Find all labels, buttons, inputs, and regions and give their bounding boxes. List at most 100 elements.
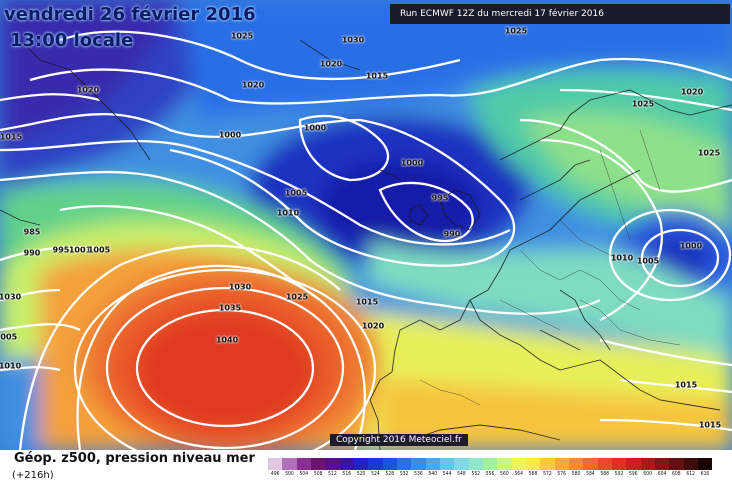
scale-swatch	[697, 458, 713, 470]
isobar-label: 1000	[218, 130, 242, 140]
scale-label: 560	[500, 471, 509, 477]
scale-label: 520	[356, 471, 366, 477]
scale-swatch	[626, 458, 641, 470]
scale-swatch	[339, 458, 354, 470]
isobar-label: 1020	[680, 87, 704, 97]
weather-map: vendredi 26 février 2016 13:00 locale Ru…	[0, 0, 732, 450]
isobar-label: 1030	[0, 292, 22, 302]
isobar-label: 1015	[698, 420, 722, 430]
scale-swatch	[554, 458, 569, 470]
scale-label: 580	[571, 471, 581, 477]
scale-swatch	[268, 458, 283, 470]
scale-label: 540	[428, 471, 438, 477]
scale-label: 504	[299, 471, 309, 477]
scale-swatch	[396, 458, 412, 470]
scale-swatch	[325, 458, 340, 470]
scale-label: 532	[399, 471, 409, 477]
run-info: Run ECMWF 12Z du mercredi 17 février 201…	[390, 4, 730, 24]
scale-swatch	[597, 458, 612, 470]
scale-label: 596	[629, 471, 638, 477]
scale-label: 568	[528, 471, 538, 477]
isobar-label: 1025	[697, 148, 721, 158]
scale-label: 500	[285, 471, 294, 477]
isobar-label: 990	[23, 248, 41, 258]
scale-label: 548	[457, 471, 466, 477]
isobar-label: 1035	[218, 303, 242, 313]
color-scale-swatches	[268, 458, 713, 470]
scale-label: 556	[485, 471, 495, 477]
scale-swatch	[353, 458, 369, 470]
scale-label: 496	[270, 471, 280, 477]
isobar-label: 1030	[228, 282, 252, 292]
scale-swatch	[583, 458, 598, 470]
scale-swatch	[568, 458, 584, 470]
color-scale-legend: 496 500 504 508 512 516 520 524 528 532 536 540 544 5…	[268, 458, 713, 484]
scale-label: 576	[557, 471, 567, 477]
isobar-label: 1000	[303, 123, 327, 133]
isobar-label: 995	[52, 245, 70, 255]
scale-swatch	[468, 458, 483, 470]
scale-swatch	[654, 458, 670, 470]
isobar-label: 1015	[355, 297, 379, 307]
isobar-label: 1005	[87, 245, 111, 255]
scale-swatch	[454, 458, 469, 470]
isobar-label: 1025	[285, 292, 309, 302]
forecast-time: 13:00 locale	[10, 30, 134, 51]
scale-swatch	[296, 458, 311, 470]
isobar-label: 1015	[365, 71, 389, 81]
isobar-label: 1000	[679, 241, 703, 251]
scale-swatch	[540, 458, 555, 470]
isobar-label: 1005	[284, 188, 308, 198]
scale-label: 584	[586, 471, 595, 477]
scale-swatch	[511, 458, 526, 470]
copyright-notice: Copyright 2016 Meteociel.fr	[330, 434, 468, 446]
scale-swatch	[439, 458, 455, 470]
isobar-label: 1020	[361, 321, 385, 331]
scale-swatch	[640, 458, 655, 470]
isobar-label: 1040	[215, 335, 239, 345]
isobar-label: 1020	[241, 80, 265, 90]
scale-label: 588	[600, 471, 609, 477]
isobar-label: 985	[23, 227, 41, 237]
scale-label: 528	[385, 471, 395, 477]
scale-swatch	[282, 458, 297, 470]
scale-label: 616	[700, 471, 710, 477]
isobar-label: 1005	[636, 256, 660, 266]
isobar-label: 1010	[0, 361, 22, 371]
isobar-label: 995	[431, 193, 449, 203]
isobar-label: 1025	[631, 99, 655, 109]
scale-label: 512	[328, 471, 337, 477]
map-title: Géop. z500, pression niveau mer	[14, 451, 255, 466]
scale-swatch	[611, 458, 627, 470]
scale-swatch	[525, 458, 541, 470]
scale-label: 600	[643, 471, 652, 477]
scale-label: 508	[313, 471, 323, 477]
scale-label: 604	[657, 471, 667, 477]
isobar-label: 1020	[76, 85, 100, 95]
scale-swatch	[411, 458, 426, 470]
scale-label: 536	[414, 471, 423, 477]
isobar-label: 1015	[0, 132, 23, 142]
scale-label: 524	[371, 471, 380, 477]
isobar-label: 1005	[0, 332, 18, 342]
scale-swatch	[683, 458, 698, 470]
scale-label: 544	[442, 471, 452, 477]
scale-label: 516	[342, 471, 352, 477]
isobar-label: 1010	[610, 253, 634, 263]
isobar-label: 1015	[674, 380, 698, 390]
isobar-label: 1010	[276, 208, 300, 218]
isobar-label: 1025	[504, 26, 528, 36]
isobar-label: 1001	[68, 245, 92, 255]
isobar-label: 1020	[319, 59, 343, 69]
color-scale-labels: 496 500 504 508 512 516 520 524 528 532 536 540 544 5…	[268, 471, 712, 477]
scale-swatch	[497, 458, 512, 470]
scale-label: 552	[471, 471, 481, 477]
scale-label: 612	[686, 471, 695, 477]
scale-swatch	[382, 458, 397, 470]
scale-label: 572	[543, 471, 552, 477]
isobar-label: 1025	[230, 31, 254, 41]
pressure-field	[0, 0, 732, 450]
scale-label: 564	[514, 471, 524, 477]
forecast-lead-time: (+216h)	[12, 470, 54, 481]
isobar-label: 990	[443, 229, 461, 239]
